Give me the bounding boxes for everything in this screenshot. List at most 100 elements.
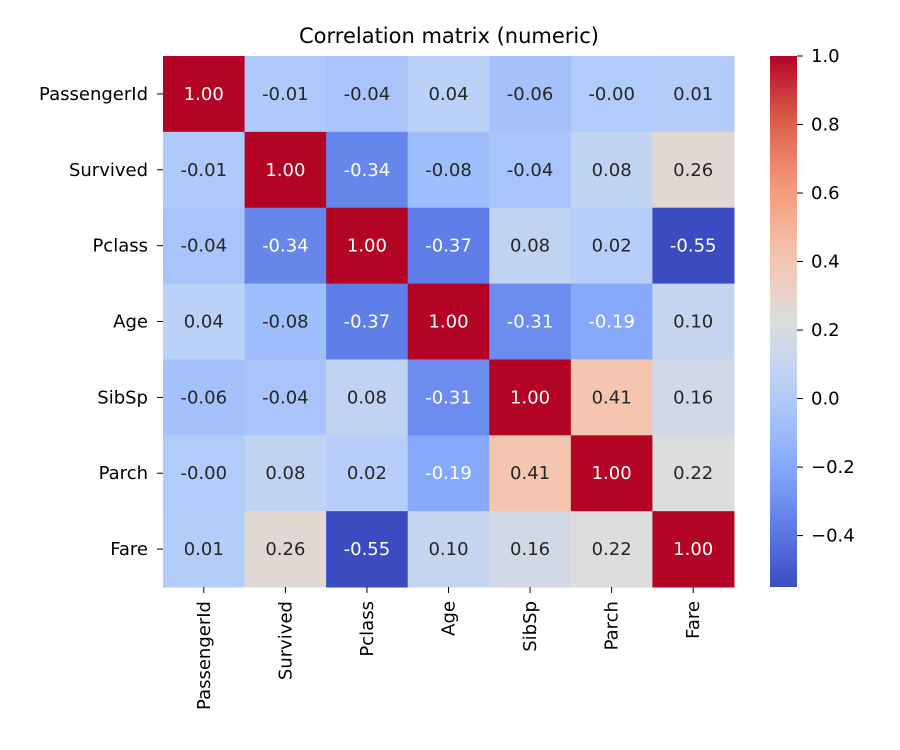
cell-value-label: 0.16 bbox=[510, 539, 550, 560]
heatmap-cell bbox=[489, 435, 572, 512]
heatmap-cell bbox=[244, 131, 327, 209]
heatmap-cell bbox=[326, 435, 409, 512]
heatmap-cell bbox=[244, 56, 327, 133]
chart-title: Correlation matrix (numeric) bbox=[299, 24, 599, 48]
column-tick-labels: PassengerId Survived Pclass Age SibSp Parch Fa… bbox=[194, 587, 704, 710]
colorbar-tick-label: 0.6 bbox=[811, 183, 840, 204]
row-tick-label: Survived bbox=[69, 160, 148, 181]
heatmap-cell bbox=[244, 207, 327, 285]
colorbar-tick-label: 0.0 bbox=[811, 389, 840, 410]
row-tick-label: Age bbox=[113, 312, 148, 333]
heatmap-cell bbox=[407, 359, 490, 436]
cell-value-label: -0.08 bbox=[425, 160, 472, 181]
cell-value-label: -0.01 bbox=[262, 84, 309, 105]
heatmap-cell bbox=[163, 207, 246, 285]
heatmap-cell bbox=[163, 511, 246, 588]
heatmap-cell bbox=[652, 207, 735, 285]
heatmap-cell bbox=[326, 511, 409, 588]
heatmap-cell bbox=[570, 283, 653, 360]
cell-value-label: -0.37 bbox=[425, 236, 472, 257]
heatmap-cell bbox=[489, 283, 572, 360]
cell-value-label: -0.06 bbox=[180, 387, 227, 408]
heatmap-cell bbox=[244, 435, 327, 512]
cell-value-label: 1.00 bbox=[428, 312, 468, 333]
column-tick-label: Parch bbox=[602, 601, 623, 650]
colorbar-ticks: 1.0 0.8 0.6 0.4 0.2 0.0 −0.2 −0.4 bbox=[797, 46, 855, 547]
cell-value-label: 0.08 bbox=[347, 387, 387, 408]
colorbar-tick-label: 0.2 bbox=[811, 320, 840, 341]
heatmap-cell bbox=[407, 435, 490, 512]
row-tick-label: Pclass bbox=[92, 236, 148, 257]
cell-value-label: 0.10 bbox=[673, 312, 713, 333]
cell-value-label: 1.00 bbox=[673, 539, 713, 560]
heatmap-cell bbox=[163, 359, 246, 436]
colorbar-tick-label: 0.4 bbox=[811, 252, 840, 273]
colorbar-tick-label: −0.2 bbox=[811, 457, 855, 478]
cell-value-label: -0.31 bbox=[507, 312, 554, 333]
cell-value-label: 0.01 bbox=[673, 84, 713, 105]
column-tick-label: Survived bbox=[275, 601, 296, 680]
heatmap-cell bbox=[326, 359, 409, 436]
cell-value-label: -0.19 bbox=[588, 312, 635, 333]
cell-value-label: -0.06 bbox=[507, 84, 554, 105]
heatmap-cell bbox=[570, 131, 653, 209]
heatmap-cell bbox=[407, 131, 490, 209]
heatmap-cell bbox=[163, 56, 246, 133]
heatmap-cell bbox=[570, 435, 653, 512]
cell-value-label: 1.00 bbox=[592, 463, 632, 484]
cell-value-label: 0.08 bbox=[510, 236, 550, 257]
cell-value-label: 0.08 bbox=[265, 463, 305, 484]
heatmap-cell bbox=[326, 56, 409, 133]
cell-value-label: -0.04 bbox=[262, 387, 309, 408]
row-tick-label: Fare bbox=[110, 539, 148, 560]
column-tick-label: Fare bbox=[683, 601, 704, 639]
heatmap-cell bbox=[407, 207, 490, 285]
cell-value-label: -0.34 bbox=[262, 236, 309, 257]
cell-value-label: -0.19 bbox=[425, 463, 472, 484]
heatmap-cell bbox=[570, 511, 653, 588]
heatmap-cell bbox=[489, 359, 572, 436]
colorbar-gradient bbox=[770, 56, 797, 587]
cell-value-label: -0.34 bbox=[344, 160, 391, 181]
cell-value-label: 0.02 bbox=[592, 236, 632, 257]
cell-value-label: 0.02 bbox=[347, 463, 387, 484]
heatmap-cell bbox=[652, 359, 735, 436]
cell-value-label: 0.22 bbox=[673, 463, 713, 484]
colorbar-tick-label: −0.4 bbox=[811, 526, 855, 547]
heatmap-cell bbox=[244, 359, 327, 436]
cell-value-label: 0.04 bbox=[428, 84, 468, 105]
heatmap-cell bbox=[489, 131, 572, 209]
heatmap-cell bbox=[489, 511, 572, 588]
column-tick-label: PassengerId bbox=[194, 601, 215, 710]
row-tick-labels: PassengerId Survived Pclass Age SibSp Parch Fa… bbox=[39, 84, 163, 560]
heatmap-cell bbox=[407, 56, 490, 133]
heatmap-cell bbox=[652, 283, 735, 360]
cell-value-label: 0.26 bbox=[673, 160, 713, 181]
row-tick-label: SibSp bbox=[97, 387, 148, 408]
heatmap-cell bbox=[163, 435, 246, 512]
column-tick-label: Age bbox=[438, 601, 459, 636]
cell-value-label: -0.00 bbox=[180, 463, 227, 484]
cell-value-label: 0.41 bbox=[592, 387, 632, 408]
cell-value-label: -0.08 bbox=[262, 312, 309, 333]
cell-value-label: 0.16 bbox=[673, 387, 713, 408]
row-tick-label: Parch bbox=[99, 463, 148, 484]
heatmap-cell bbox=[244, 511, 327, 588]
cell-value-label: -0.01 bbox=[180, 160, 227, 181]
cell-value-label: 0.41 bbox=[510, 463, 550, 484]
cell-value-label: 1.00 bbox=[347, 236, 387, 257]
heatmap-cell bbox=[407, 283, 490, 360]
cell-value-label: -0.04 bbox=[180, 236, 227, 257]
heatmap-cell bbox=[244, 283, 327, 360]
heatmap-cell bbox=[489, 56, 572, 133]
heatmap-cell bbox=[407, 511, 490, 588]
heatmap-cell bbox=[326, 207, 409, 285]
colorbar: 1.0 0.8 0.6 0.4 0.2 0.0 −0.2 −0.4 bbox=[770, 46, 855, 587]
cell-value-label: 0.08 bbox=[592, 160, 632, 181]
heatmap-cell bbox=[570, 207, 653, 285]
cell-value-label: 1.00 bbox=[510, 387, 550, 408]
column-tick-label: Pclass bbox=[357, 601, 378, 657]
heatmap-cell bbox=[570, 56, 653, 133]
heatmap-cell bbox=[326, 131, 409, 209]
